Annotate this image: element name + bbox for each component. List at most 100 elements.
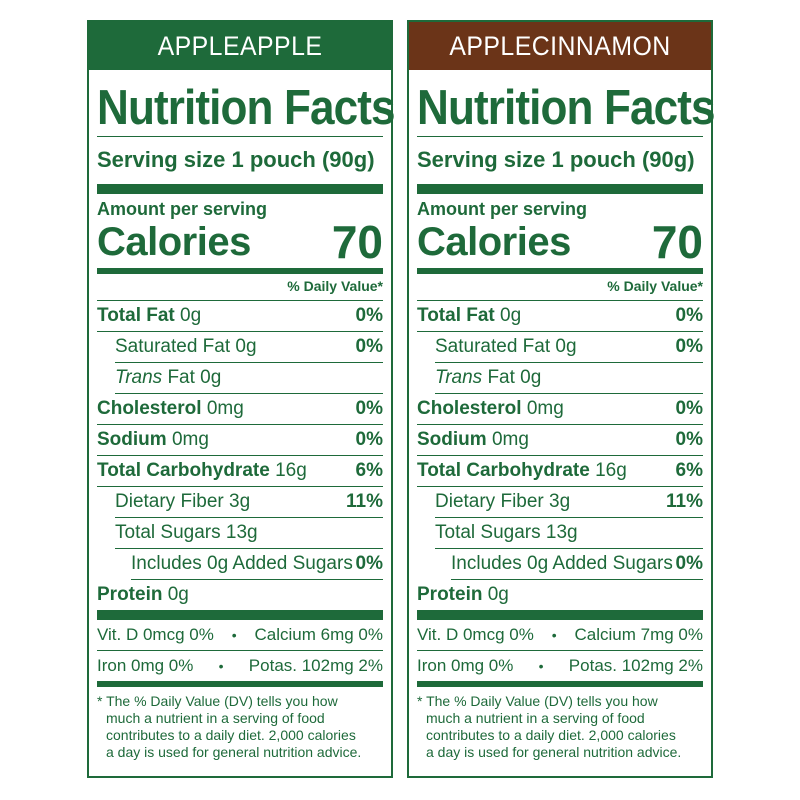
vitamin-row-1: Vit. D 0mcg 0% • Calcium 7mg 0% bbox=[417, 620, 703, 651]
cholesterol-row: Cholesterol 0mg 0% bbox=[97, 394, 383, 425]
cholesterol-amount: 0mg bbox=[206, 398, 244, 419]
added-sugars-label: Includes 0g Added Sugars bbox=[451, 553, 673, 574]
footnote-line: contributes to a daily diet. 2,000 calor… bbox=[106, 727, 356, 743]
carbohydrate-pct: 6% bbox=[355, 460, 383, 481]
total-fat-label: Total Fat bbox=[97, 305, 175, 326]
sodium-row: Sodium 0mg 0% bbox=[417, 425, 703, 456]
bullet: • bbox=[551, 627, 557, 643]
trans-fat-row: Trans Fat 0g bbox=[435, 363, 703, 394]
flavor-header: APPLEAPPLE bbox=[89, 22, 391, 70]
sugars-label: Total Sugars 13g bbox=[115, 522, 258, 543]
vitamin-row-2: Iron 0mg 0% • Potas. 102mg 2% bbox=[97, 651, 383, 681]
sodium-label: Sodium bbox=[97, 429, 167, 450]
cholesterol-label: Cholesterol bbox=[97, 398, 202, 419]
amount-per-serving: Amount per serving bbox=[97, 199, 268, 219]
trans-label: Trans bbox=[115, 367, 163, 388]
calcium: Calcium 7mg 0% bbox=[574, 625, 704, 644]
sodium-pct: 0% bbox=[355, 429, 383, 450]
footnote-line: a day is used for general nutrition advi… bbox=[106, 744, 362, 760]
sodium-pct: 0% bbox=[675, 429, 703, 450]
vitamin-row-1: Vit. D 0mcg 0% • Calcium 6mg 0% bbox=[97, 620, 383, 651]
sodium-row: Sodium 0mg 0% bbox=[97, 425, 383, 456]
fiber-pct: 11% bbox=[346, 491, 383, 512]
flavor-header: APPLECINNAMON bbox=[409, 22, 711, 70]
footnote-line: much a nutrient in a serving of food bbox=[426, 710, 645, 726]
cholesterol-pct: 0% bbox=[675, 398, 703, 419]
calories-row: Calories 70 bbox=[97, 216, 383, 268]
fiber-row: Dietary Fiber 3g 11% bbox=[115, 487, 383, 518]
calories-value: 70 bbox=[331, 216, 383, 268]
flavor-name: APPLEAPPLE bbox=[157, 30, 323, 61]
saturated-fat-pct: 0% bbox=[355, 336, 383, 357]
saturated-fat-label: Saturated Fat 0g bbox=[115, 336, 257, 357]
footnote-line: contributes to a daily diet. 2,000 calor… bbox=[426, 727, 676, 743]
saturated-fat-label: Saturated Fat 0g bbox=[435, 336, 577, 357]
iron: Iron 0mg 0% bbox=[97, 656, 194, 675]
saturated-fat-row: Saturated Fat 0g 0% bbox=[115, 332, 383, 363]
calcium: Calcium 6mg 0% bbox=[254, 625, 384, 644]
sodium-amount: 0mg bbox=[171, 429, 209, 450]
calories-label: Calories bbox=[417, 220, 571, 264]
vitamin-row-2: Iron 0mg 0% • Potas. 102mg 2% bbox=[417, 651, 703, 681]
divider-thick bbox=[417, 610, 703, 620]
added-sugars-pct: 0% bbox=[355, 553, 383, 574]
divider-medium bbox=[417, 681, 703, 687]
total-fat-row: Total Fat 0g 0% bbox=[417, 301, 703, 332]
footnote-line: much a nutrient in a serving of food bbox=[106, 710, 325, 726]
protein-row: Protein 0g bbox=[417, 580, 703, 610]
vitamin-d: Vit. D 0mcg 0% bbox=[417, 625, 534, 644]
bullet: • bbox=[538, 658, 544, 674]
trans-fat-amount: Fat 0g bbox=[167, 367, 222, 388]
divider-thick bbox=[417, 184, 703, 194]
footnote-line: a day is used for general nutrition advi… bbox=[426, 744, 682, 760]
daily-value-header: % Daily Value* bbox=[97, 274, 383, 301]
sugars-row: Total Sugars 13g bbox=[435, 518, 703, 549]
total-fat-amount: 0g bbox=[500, 305, 522, 326]
total-fat-row: Total Fat 0g 0% bbox=[97, 301, 383, 332]
cholesterol-row: Cholesterol 0mg 0% bbox=[417, 394, 703, 425]
divider-medium bbox=[417, 268, 703, 274]
fiber-label: Dietary Fiber 3g bbox=[115, 491, 251, 512]
nutrition-panel-applecinnamon: APPLECINNAMON Nutrition Facts Serving si… bbox=[407, 20, 716, 778]
total-fat-amount: 0g bbox=[180, 305, 202, 326]
protein-amount: 0g bbox=[167, 584, 189, 605]
footnote: * The % Daily Value (DV) tells you how m… bbox=[97, 687, 383, 761]
vitamin-d: Vit. D 0mcg 0% bbox=[97, 625, 214, 644]
potassium: Potas. 102mg 2% bbox=[568, 656, 703, 675]
footnote-line: * The % Daily Value (DV) tells you how bbox=[417, 693, 658, 709]
nutrition-facts-title: Nutrition Facts bbox=[97, 81, 396, 135]
fiber-row: Dietary Fiber 3g 11% bbox=[435, 487, 703, 518]
protein-label: Protein bbox=[97, 584, 163, 605]
added-sugars-row: Includes 0g Added Sugars 0% bbox=[131, 549, 383, 580]
bullet: • bbox=[218, 658, 224, 674]
carbohydrate-row: Total Carbohydrate 16g 6% bbox=[417, 456, 703, 487]
total-fat-pct: 0% bbox=[675, 305, 703, 326]
total-fat-pct: 0% bbox=[355, 305, 383, 326]
carbohydrate-label: Total Carbohydrate bbox=[97, 460, 270, 481]
saturated-fat-pct: 0% bbox=[675, 336, 703, 357]
calories-label: Calories bbox=[97, 220, 251, 264]
divider-thick bbox=[97, 610, 383, 620]
calories-row: Calories 70 bbox=[417, 216, 703, 268]
carbohydrate-pct: 6% bbox=[675, 460, 703, 481]
footnote: * The % Daily Value (DV) tells you how m… bbox=[417, 687, 703, 761]
calories-value: 70 bbox=[651, 216, 703, 268]
saturated-fat-row: Saturated Fat 0g 0% bbox=[435, 332, 703, 363]
serving-size: Serving size 1 pouch (90g) bbox=[97, 136, 383, 176]
protein-label: Protein bbox=[417, 584, 483, 605]
sugars-row: Total Sugars 13g bbox=[115, 518, 383, 549]
protein-amount: 0g bbox=[487, 584, 509, 605]
nutrition-facts-title: Nutrition Facts bbox=[417, 81, 716, 135]
bullet: • bbox=[231, 627, 237, 643]
daily-value-header: % Daily Value* bbox=[417, 274, 703, 301]
carbohydrate-row: Total Carbohydrate 16g 6% bbox=[97, 456, 383, 487]
potassium: Potas. 102mg 2% bbox=[248, 656, 383, 675]
sugars-label: Total Sugars 13g bbox=[435, 522, 578, 543]
flavor-name: APPLECINNAMON bbox=[449, 30, 671, 61]
carbohydrate-label: Total Carbohydrate bbox=[417, 460, 590, 481]
carbohydrate-amount: 16g bbox=[595, 460, 627, 481]
iron: Iron 0mg 0% bbox=[417, 656, 514, 675]
cholesterol-amount: 0mg bbox=[526, 398, 564, 419]
added-sugars-row: Includes 0g Added Sugars 0% bbox=[451, 549, 703, 580]
cholesterol-label: Cholesterol bbox=[417, 398, 522, 419]
